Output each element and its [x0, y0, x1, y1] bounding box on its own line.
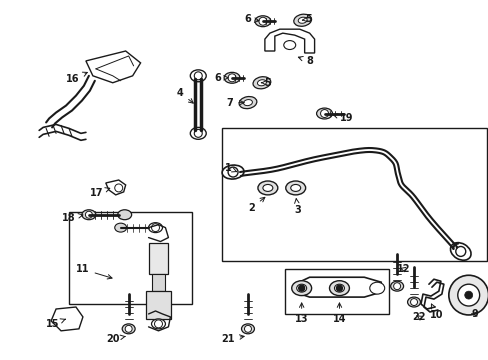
- Text: 16: 16: [66, 72, 87, 84]
- Ellipse shape: [407, 297, 420, 307]
- Circle shape: [320, 109, 328, 117]
- Ellipse shape: [254, 16, 270, 27]
- Text: 1: 1: [224, 163, 236, 173]
- Circle shape: [115, 184, 122, 192]
- Ellipse shape: [151, 319, 165, 329]
- Circle shape: [457, 284, 479, 306]
- Text: 9: 9: [470, 309, 477, 319]
- Polygon shape: [294, 277, 381, 297]
- Text: 3: 3: [294, 199, 301, 215]
- Polygon shape: [86, 51, 141, 83]
- Text: 20: 20: [106, 334, 125, 344]
- Circle shape: [194, 72, 202, 80]
- Ellipse shape: [190, 127, 206, 139]
- Text: 17: 17: [90, 188, 109, 198]
- Text: 15: 15: [46, 319, 65, 329]
- Bar: [151, 274, 165, 291]
- Ellipse shape: [390, 281, 403, 291]
- Polygon shape: [105, 180, 125, 195]
- Bar: [69, 212, 192, 304]
- Text: 14: 14: [332, 303, 346, 324]
- Circle shape: [227, 167, 238, 177]
- Circle shape: [244, 325, 251, 332]
- Text: 2: 2: [248, 197, 264, 213]
- Ellipse shape: [82, 210, 96, 220]
- Circle shape: [448, 275, 488, 315]
- Ellipse shape: [148, 223, 162, 233]
- Circle shape: [154, 320, 162, 328]
- Ellipse shape: [296, 284, 306, 292]
- Circle shape: [85, 211, 92, 218]
- Circle shape: [464, 291, 472, 299]
- Text: 21: 21: [221, 334, 244, 344]
- Ellipse shape: [329, 281, 349, 296]
- Ellipse shape: [257, 80, 266, 86]
- Circle shape: [336, 285, 342, 291]
- Text: 12: 12: [397, 264, 410, 274]
- Ellipse shape: [316, 108, 332, 119]
- Ellipse shape: [115, 223, 126, 232]
- Ellipse shape: [257, 181, 277, 195]
- Text: 8: 8: [298, 56, 312, 66]
- Ellipse shape: [122, 324, 135, 334]
- Circle shape: [151, 224, 159, 231]
- Ellipse shape: [190, 70, 206, 82]
- Circle shape: [455, 247, 465, 256]
- Ellipse shape: [290, 184, 300, 192]
- Circle shape: [194, 129, 202, 137]
- Bar: [145, 291, 171, 319]
- Ellipse shape: [298, 17, 306, 23]
- Circle shape: [258, 17, 266, 25]
- Ellipse shape: [334, 284, 344, 292]
- Circle shape: [227, 74, 236, 82]
- Ellipse shape: [285, 181, 305, 195]
- Text: 4: 4: [177, 88, 193, 103]
- Text: 19: 19: [332, 113, 352, 123]
- Text: 10: 10: [429, 304, 443, 320]
- Ellipse shape: [239, 96, 256, 109]
- Text: 5: 5: [261, 78, 271, 88]
- Polygon shape: [264, 29, 314, 53]
- Text: 7: 7: [226, 98, 244, 108]
- Circle shape: [298, 285, 304, 291]
- Polygon shape: [51, 307, 83, 331]
- Ellipse shape: [291, 281, 311, 296]
- Text: 5: 5: [302, 14, 311, 24]
- Bar: [284, 269, 388, 314]
- Circle shape: [410, 298, 417, 306]
- Text: 13: 13: [294, 303, 308, 324]
- Ellipse shape: [224, 72, 240, 83]
- Text: 6: 6: [214, 73, 228, 83]
- Ellipse shape: [449, 243, 470, 260]
- Ellipse shape: [222, 165, 244, 179]
- Ellipse shape: [243, 100, 252, 105]
- Ellipse shape: [252, 77, 270, 89]
- Ellipse shape: [241, 324, 254, 334]
- Ellipse shape: [369, 282, 384, 294]
- Ellipse shape: [293, 14, 311, 26]
- Text: 6: 6: [244, 14, 259, 24]
- Bar: [148, 243, 168, 274]
- Ellipse shape: [118, 210, 131, 220]
- Ellipse shape: [263, 184, 272, 192]
- Circle shape: [393, 283, 400, 290]
- Text: 11: 11: [76, 264, 112, 279]
- Circle shape: [125, 325, 132, 332]
- Text: 22: 22: [411, 312, 425, 322]
- Bar: [222, 129, 486, 261]
- Ellipse shape: [283, 41, 295, 50]
- Text: 18: 18: [62, 213, 82, 223]
